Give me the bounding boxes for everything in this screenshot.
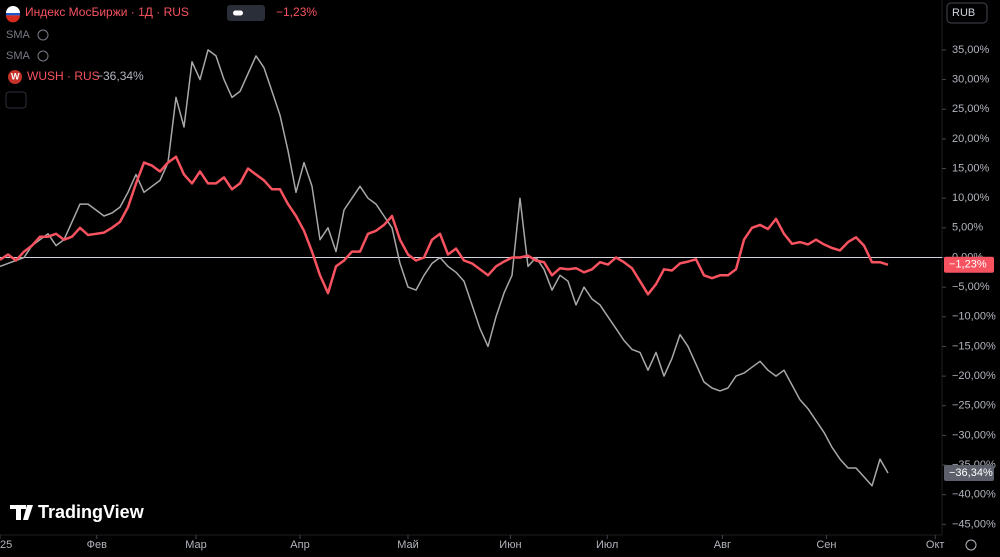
- x-tick-label: 25: [0, 539, 12, 551]
- price-tag-label: −36,34%: [949, 467, 993, 479]
- x-tick-label: Окт: [926, 539, 945, 551]
- y-tick-label: −25,00%: [952, 400, 996, 412]
- y-tick-label: −45,00%: [952, 518, 996, 530]
- y-tick-label: 25,00%: [952, 103, 990, 115]
- x-tick-label: Авг: [714, 539, 731, 551]
- y-tick-label: −20,00%: [952, 370, 996, 382]
- price-tag: [944, 256, 994, 273]
- flag-icon: [6, 13, 20, 16]
- y-tick-label: 10,00%: [952, 192, 990, 204]
- price-tag: [944, 464, 994, 481]
- x-tick-label: Июл: [596, 539, 618, 551]
- y-tick-label: −30,00%: [952, 429, 996, 441]
- toggle[interactable]: [227, 5, 265, 21]
- y-tick-label: −10,00%: [952, 311, 996, 323]
- y-tick-label: −15,00%: [952, 340, 996, 352]
- brand-name: TradingView: [38, 502, 145, 522]
- x-tick-label: Май: [397, 539, 419, 551]
- x-tick-label: Фев: [87, 539, 107, 551]
- brand-logo: [10, 505, 33, 520]
- y-tick-label: 30,00%: [952, 73, 990, 85]
- compare-symbol: WUSH · RUS: [27, 69, 100, 83]
- y-tick-label: 15,00%: [952, 162, 990, 174]
- legend-value: −36,34%: [96, 69, 144, 83]
- y-tick-label: −5,00%: [952, 281, 990, 293]
- price-tag-label: −1,23%: [949, 259, 987, 271]
- y-tick-label: 5,00%: [952, 222, 983, 234]
- settings-icon[interactable]: [965, 539, 977, 551]
- legend-value: −1,23%: [276, 5, 317, 19]
- y-tick-label: 35,00%: [952, 44, 990, 56]
- y-tick-label: −40,00%: [952, 489, 996, 501]
- hidden-icon[interactable]: [37, 50, 49, 62]
- x-tick-label: Мар: [185, 539, 207, 551]
- series-line: [0, 49, 889, 487]
- currency-button[interactable]: [946, 2, 988, 24]
- symbol-icon-text: W: [11, 71, 20, 81]
- indicator-label[interactable]: SMA: [6, 50, 31, 62]
- chart-title: Индекс МосБиржи · 1Д · RUS: [25, 5, 189, 19]
- series-line: [0, 155, 889, 296]
- toggle-icon: [233, 10, 243, 16]
- flag-icon: [6, 15, 20, 23]
- x-tick-label: Апр: [290, 539, 309, 551]
- currency-label: RUB: [952, 7, 975, 19]
- x-tick-label: Июн: [499, 539, 521, 551]
- hidden-icon[interactable]: [37, 29, 49, 41]
- y-tick-label: 20,00%: [952, 133, 990, 145]
- x-tick-label: Сен: [816, 539, 836, 551]
- collapse-button[interactable]: [5, 91, 27, 109]
- symbol-icon: [8, 70, 22, 84]
- indicator-label[interactable]: SMA: [6, 29, 31, 41]
